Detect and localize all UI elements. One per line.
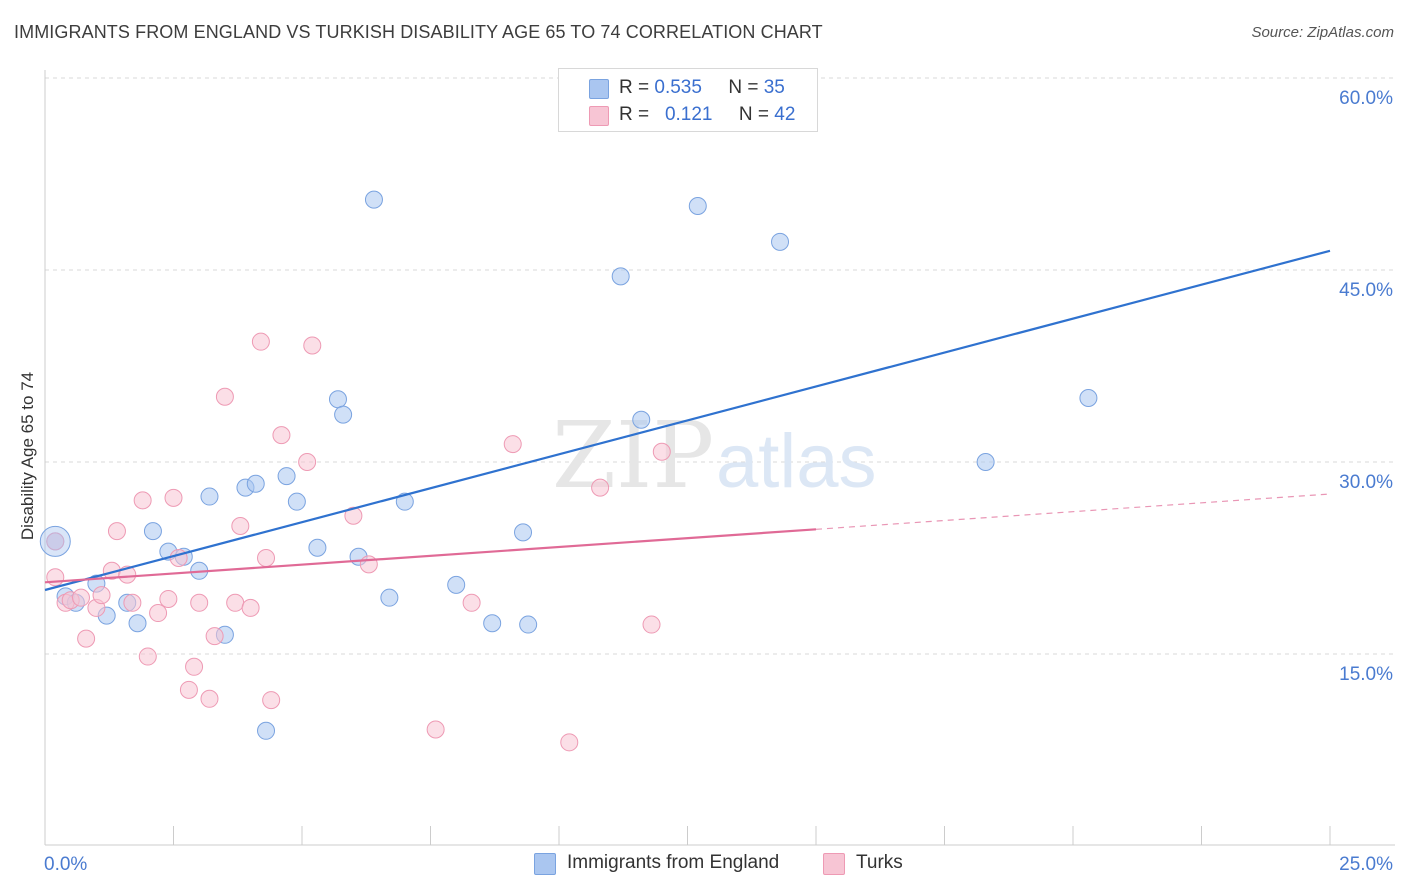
data-point (226, 593, 245, 612)
data-point (359, 555, 378, 574)
data-point (447, 575, 466, 594)
data-point (380, 588, 399, 607)
data-point (241, 598, 260, 617)
legend-swatch-england (589, 79, 609, 99)
data-point (287, 492, 306, 511)
legend-n-value: 35 (763, 77, 785, 98)
y-tick-label: 15.0% (1339, 664, 1393, 685)
data-point (92, 586, 111, 605)
data-point (200, 487, 219, 506)
data-point (251, 332, 270, 351)
data-point (483, 614, 502, 633)
data-point (128, 614, 147, 633)
data-point (257, 721, 276, 740)
data-point (107, 522, 126, 541)
trend-line-0 (44, 249, 1331, 592)
data-point (159, 589, 178, 608)
data-point (185, 657, 204, 676)
data-point (560, 733, 579, 752)
watermark-atlas: atlas (716, 419, 877, 504)
data-point (46, 568, 65, 587)
data-point (344, 506, 363, 525)
data-point (46, 532, 65, 551)
data-point (179, 680, 198, 699)
y-axis-title: Disability Age 65 to 74 (18, 372, 37, 540)
legend-n-value: 42 (774, 104, 796, 125)
bottom-legend-swatch-turks (823, 853, 845, 875)
legend-r-value: 0.535 (654, 77, 702, 98)
series-england (46, 190, 1098, 740)
data-point (133, 491, 152, 510)
data-point (591, 478, 610, 497)
stats-legend: R = 0.535 N = 35 R = 0.121 N = 42 (558, 68, 818, 132)
legend-n-label: N = (728, 77, 759, 98)
data-point (71, 588, 90, 607)
data-point (328, 390, 347, 409)
y-tick-label: 60.0% (1339, 88, 1393, 109)
y-tick-label: 45.0% (1339, 280, 1393, 301)
data-point (149, 604, 168, 623)
data-point (246, 474, 265, 493)
data-point (652, 442, 671, 461)
data-point (1079, 389, 1098, 407)
x-tick-label: 0.0% (44, 854, 87, 875)
data-point (143, 522, 162, 541)
trend-line-dashed-1 (815, 493, 1331, 530)
axes (44, 70, 1395, 846)
trend-layer (44, 249, 1331, 592)
legend-r-label: R = (619, 77, 650, 98)
chart-title: IMMIGRANTS FROM ENGLAND VS TURKISH DISAB… (14, 22, 823, 42)
data-point (688, 197, 707, 215)
data-point (771, 232, 790, 251)
data-point (642, 615, 661, 634)
source-label: Source: ZipAtlas.com (1251, 24, 1394, 41)
data-point (215, 387, 234, 406)
data-point (364, 190, 383, 209)
data-point (976, 453, 995, 471)
legend-swatch-turks (589, 106, 609, 126)
data-point (262, 691, 281, 710)
x-tick-label: 25.0% (1339, 854, 1393, 875)
data-point (77, 629, 96, 648)
data-point (123, 593, 142, 612)
data-point (334, 405, 353, 424)
data-point (200, 689, 219, 708)
trend-line-1 (44, 528, 817, 584)
data-point (426, 720, 445, 739)
data-point (308, 538, 327, 557)
data-point (277, 467, 296, 486)
legend-r-value: 0.121 (664, 104, 713, 125)
data-point (257, 549, 276, 567)
data-point-large (39, 525, 71, 557)
series-layer (39, 190, 1098, 752)
data-point (303, 336, 322, 355)
y-tick-label: 30.0% (1339, 472, 1393, 493)
data-point (395, 492, 414, 511)
series-turks (46, 332, 671, 752)
legend-n-label: N = (738, 104, 770, 125)
data-point (298, 453, 317, 471)
legend-r-label: R = (619, 104, 650, 125)
data-point (231, 517, 250, 535)
data-point (514, 523, 533, 542)
bottom-legend-label-turks: Turks (856, 852, 903, 873)
bottom-legend-label-england: Immigrants from England (567, 852, 780, 873)
data-point (462, 593, 481, 612)
data-point (272, 426, 291, 445)
data-point (503, 435, 522, 454)
data-point (632, 410, 651, 429)
data-point (205, 627, 224, 646)
data-point (190, 593, 209, 612)
data-point (611, 267, 630, 286)
data-point (164, 488, 183, 507)
tick-labels: 15.0% 30.0% 45.0% 60.0% 0.0% 25.0% Disability … (18, 88, 1393, 875)
data-point (138, 647, 157, 666)
data-point (519, 615, 538, 634)
bottom-legend-swatch-england (534, 853, 556, 875)
